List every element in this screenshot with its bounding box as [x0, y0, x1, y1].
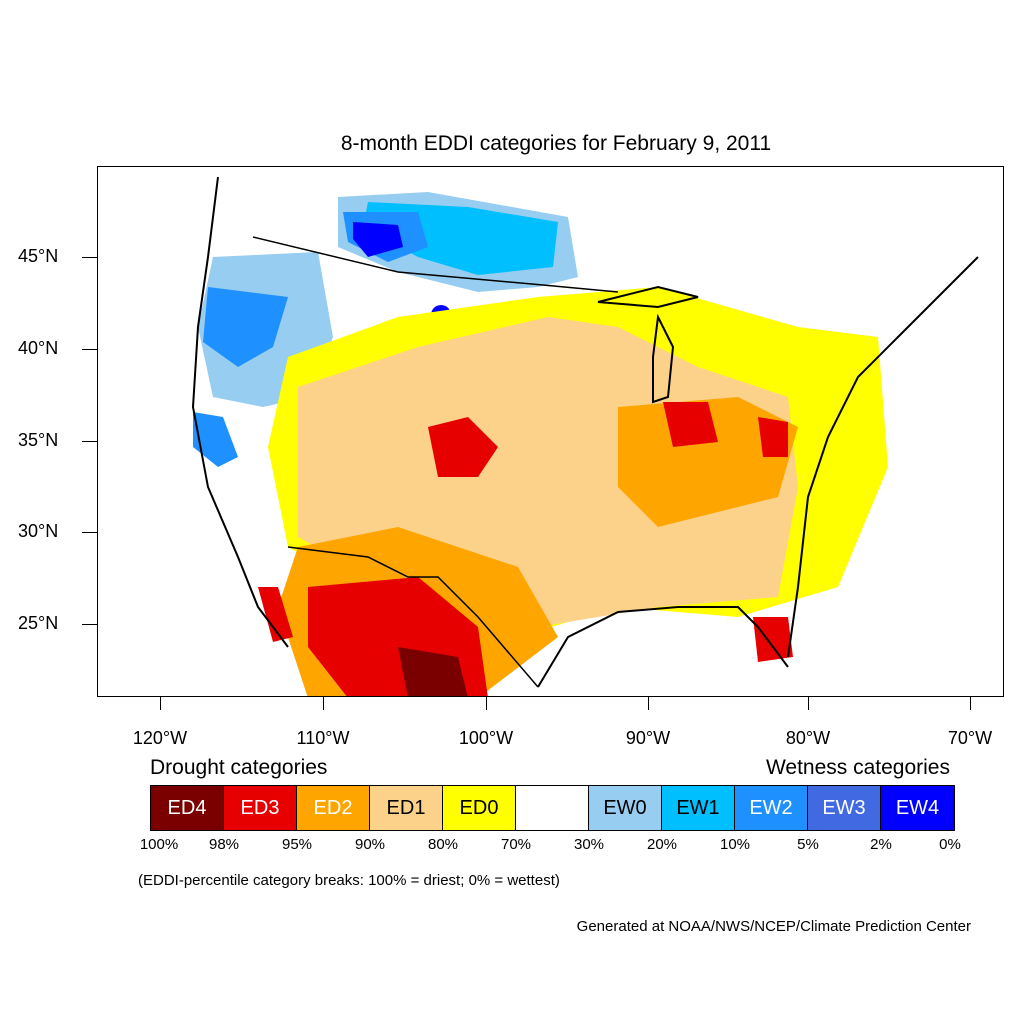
us-mexico-border: [287, 546, 539, 688]
map-title: 8-month EDDI categories for February 9, …: [340, 132, 772, 155]
canada-ew4-region: [353, 222, 403, 257]
percentile-label: 20%: [646, 836, 678, 853]
lon-tick: [160, 697, 161, 710]
eddi-map: [191, 176, 979, 696]
percentile-label: 10%: [719, 836, 751, 853]
legend-swatch-ew3: EW3: [808, 786, 881, 830]
drought-ed4-mexico: [398, 647, 468, 696]
percentile-label: 95%: [281, 836, 313, 853]
legend-swatch-ed0: ED0: [443, 786, 516, 830]
lat-tick: [82, 441, 97, 442]
coastline-gulf: [537, 606, 789, 688]
legend-swatch-ew4: EW4: [881, 786, 954, 830]
lat-label-25: 25°N: [18, 613, 59, 633]
percentile-label: 100%: [139, 836, 179, 853]
us-canada-border: [252, 236, 619, 293]
drought-ed3-virginia: [758, 417, 788, 457]
legend-swatch-ew0: EW0: [589, 786, 662, 830]
lon-tick: [970, 697, 971, 710]
percentile-label: 90%: [354, 836, 386, 853]
legend-swatch-ed2: ED2: [297, 786, 370, 830]
lon-tick: [323, 697, 324, 710]
drought-ed2-east: [618, 397, 798, 527]
lat-tick: [82, 532, 97, 533]
lon-tick: [808, 697, 809, 710]
lat-tick: [82, 257, 97, 258]
percentile-label: 70%: [500, 836, 532, 853]
percentile-label: 98%: [208, 836, 240, 853]
drought-ed3-plains: [428, 417, 498, 477]
lake-superior: [597, 285, 699, 309]
lon-label-80: 80°W: [785, 728, 831, 748]
drought-ed3-florida: [753, 617, 793, 662]
lon-label-120: 120°W: [132, 728, 188, 748]
legend-swatch-neutral: [516, 786, 589, 830]
legend-swatch-ed4: ED4: [151, 786, 224, 830]
legend-swatch-ew1: EW1: [662, 786, 735, 830]
category-legend: ED4 ED3 ED2 ED1 ED0 EW0 EW1 EW2 EW3 EW4: [150, 785, 955, 831]
legend-swatch-ed1: ED1: [370, 786, 443, 830]
drought-ed3-baja: [258, 587, 293, 642]
lat-label-45: 45°N: [18, 246, 59, 266]
lat-label-40: 40°N: [18, 338, 59, 358]
coastline-east: [787, 256, 979, 658]
lake-michigan: [652, 313, 675, 404]
lon-label-110: 110°W: [296, 728, 350, 748]
lat-label-35: 35°N: [18, 430, 59, 450]
california-wet-region: [193, 412, 238, 467]
lon-label-90: 90°W: [625, 728, 671, 748]
lon-tick: [648, 697, 649, 710]
lon-label-70: 70°W: [947, 728, 993, 748]
lat-tick: [82, 349, 97, 350]
legend-swatch-ed3: ED3: [224, 786, 297, 830]
percentile-label: 80%: [427, 836, 459, 853]
wetness-categories-title: Wetness categories: [765, 756, 950, 779]
lon-tick: [486, 697, 487, 710]
percentile-label: 5%: [797, 836, 819, 853]
percentile-note: (EDDI-percentile category breaks: 100% =…: [138, 872, 560, 889]
coastline-west: [191, 176, 289, 648]
lat-tick: [82, 624, 97, 625]
northwest-ew2-region: [203, 287, 288, 367]
lat-label-30: 30°N: [18, 521, 59, 541]
percentile-label: 2%: [870, 836, 892, 853]
lon-label-100: 100°W: [458, 728, 514, 748]
map-panel: [97, 166, 1004, 697]
percentile-label: 30%: [573, 836, 605, 853]
percentile-label: 0%: [939, 836, 961, 853]
legend-swatch-ew2: EW2: [735, 786, 808, 830]
credit-line: Generated at NOAA/NWS/NCEP/Climate Predi…: [576, 918, 971, 935]
drought-ed3-ohio: [663, 402, 718, 447]
drought-categories-title: Drought categories: [150, 756, 328, 779]
